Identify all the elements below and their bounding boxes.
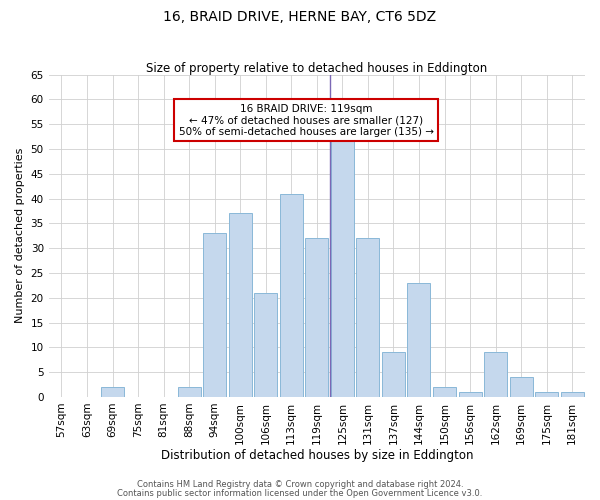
Bar (356, 238, 379, 397)
Bar (101, 387, 124, 397)
Bar (280, 194, 303, 397)
Text: 16 BRAID DRIVE: 119sqm
← 47% of detached houses are smaller (127)
50% of semi-de: 16 BRAID DRIVE: 119sqm ← 47% of detached… (179, 104, 434, 136)
Bar (509, 377, 533, 397)
Bar (561, 392, 584, 397)
Bar (407, 283, 430, 397)
Bar (203, 233, 226, 397)
Bar (178, 387, 200, 397)
Title: Size of property relative to detached houses in Eddington: Size of property relative to detached ho… (146, 62, 487, 74)
Y-axis label: Number of detached properties: Number of detached properties (15, 148, 25, 324)
Text: 16, BRAID DRIVE, HERNE BAY, CT6 5DZ: 16, BRAID DRIVE, HERNE BAY, CT6 5DZ (163, 10, 437, 24)
Bar (305, 238, 328, 397)
Bar (535, 392, 558, 397)
Bar (458, 392, 482, 397)
Bar (433, 387, 456, 397)
Text: Contains public sector information licensed under the Open Government Licence v3: Contains public sector information licen… (118, 488, 482, 498)
Bar (229, 214, 252, 397)
X-axis label: Distribution of detached houses by size in Eddington: Distribution of detached houses by size … (161, 450, 473, 462)
Bar (484, 352, 507, 397)
Bar (382, 352, 405, 397)
Text: Contains HM Land Registry data © Crown copyright and database right 2024.: Contains HM Land Registry data © Crown c… (137, 480, 463, 489)
Bar (254, 293, 277, 397)
Bar (331, 134, 354, 397)
